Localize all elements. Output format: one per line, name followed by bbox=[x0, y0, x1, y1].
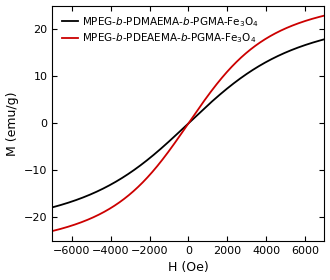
Legend: MPEG-$b$-PDMAEMA-$b$-PGMA-Fe$_3$O$_4$, MPEG-$b$-PDEAEMA-$b$-PGMA-Fe$_3$O$_4$: MPEG-$b$-PDMAEMA-$b$-PGMA-Fe$_3$O$_4$, M… bbox=[60, 13, 261, 48]
X-axis label: H (Oe): H (Oe) bbox=[168, 262, 209, 274]
Y-axis label: M (emu/g): M (emu/g) bbox=[6, 91, 18, 156]
